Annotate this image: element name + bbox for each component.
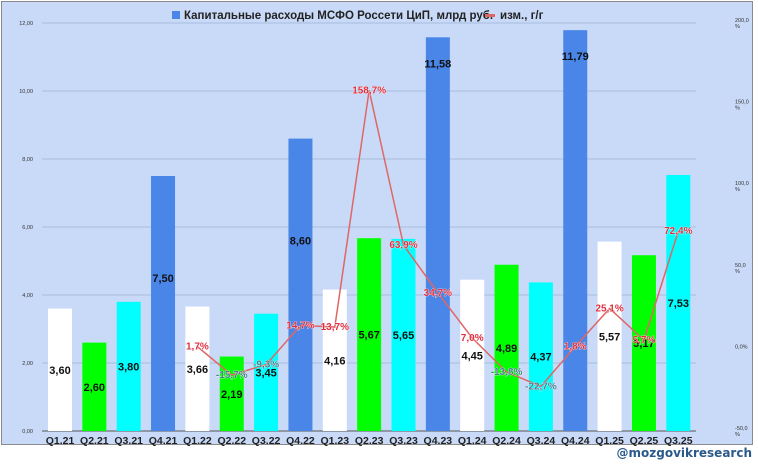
x-tick-label: Q2.24 (492, 435, 521, 447)
legend-bar-swatch-icon (172, 11, 180, 19)
y-right-tick-label: 150,0% (735, 100, 749, 112)
x-tick-label: Q3.21 (114, 435, 143, 447)
y-left-tick-label: 2,00 (22, 361, 33, 367)
bar-value-label: 11,79 (562, 51, 589, 63)
x-tick-label: Q2.22 (217, 435, 246, 447)
yoy-label: 72,4% (664, 226, 692, 237)
bar-Q4.24 (563, 30, 588, 431)
bar-value-label: 4,89 (496, 343, 517, 355)
yoy-label: -22,7% (525, 381, 557, 392)
bar-Q4.22 (288, 138, 313, 431)
bar-value-label: 8,60 (290, 236, 311, 248)
x-tick-label: Q3.25 (664, 435, 693, 447)
x-tick-label: Q4.22 (286, 435, 315, 447)
legend-label-capex: Капитальные расходы МСФО Россети ЦиП, мл… (184, 10, 493, 22)
yoy-label: 1,7% (186, 342, 209, 353)
yoy-label: 158,7% (352, 85, 386, 96)
x-tick-label: Q3.24 (527, 435, 556, 447)
bar-value-label: 4,45 (461, 350, 482, 362)
yoy-label: 14,7% (286, 320, 314, 331)
bar-Q1.23 (322, 289, 347, 431)
bar-value-label: 3,66 (187, 364, 208, 376)
y-left-tick-label: 6,00 (22, 225, 33, 231)
y-right-tick-label: 100,0% (735, 181, 749, 193)
y-right-tick-label: 0,0% (735, 344, 748, 350)
bar-Q2.24 (494, 264, 519, 431)
bar-Q2.25 (631, 255, 656, 431)
bar-value-label: 2,60 (84, 382, 105, 394)
yoy-line (196, 90, 680, 388)
y-right-tick-label: 50,0% (735, 263, 746, 275)
yoy-label: 5,7% (633, 335, 656, 346)
legend-line-swatch-icon (485, 14, 495, 17)
yoy-label: 25,1% (595, 303, 623, 314)
x-tick-label: Q1.24 (458, 435, 487, 447)
yoy-label: -9,3% (253, 360, 279, 371)
yoy-label: 1,8% (564, 341, 587, 352)
bar-value-label: 4,37 (530, 352, 551, 364)
bar-Q4.23 (425, 37, 450, 431)
bar-value-label: 7,53 (668, 298, 689, 310)
bar-value-label: 5,67 (358, 330, 379, 342)
bar-value-label: 3,60 (49, 365, 70, 377)
bar-Q1.21 (48, 308, 72, 431)
x-tick-label: Q4.23 (424, 435, 453, 447)
x-tick-label: Q1.25 (595, 435, 624, 447)
x-tick-label: Q2.25 (630, 435, 659, 447)
bar-value-label: 3,80 (118, 361, 139, 373)
x-tick-label: Q1.21 (46, 435, 75, 447)
bar-Q2.21 (82, 342, 107, 431)
x-tick-label: Q2.23 (355, 435, 384, 447)
bar-value-label: 5,57 (599, 331, 620, 343)
x-tick-label: Q4.21 (149, 435, 178, 447)
y-right-tick-label: 200,0% (735, 18, 749, 30)
x-tick-label: Q3.22 (252, 435, 281, 447)
x-tick-label: Q3.23 (389, 435, 418, 447)
bar-value-label: 5,65 (393, 330, 414, 342)
bar-Q3.23 (391, 238, 416, 431)
yoy-label: -13,8% (491, 367, 523, 378)
yoy-label: -15,7% (216, 370, 248, 381)
x-tick-label: Q4.24 (561, 435, 590, 447)
bar-Q3.22 (254, 313, 279, 431)
bar-Q3.24 (528, 282, 553, 431)
x-tick-label: Q1.23 (320, 435, 349, 447)
bar-value-label: 5,17 (633, 338, 654, 350)
bar-Q3.25 (666, 174, 691, 432)
yoy-label: 34,7% (424, 288, 452, 299)
bar-Q1.24 (460, 279, 485, 431)
bar-value-label: 7,50 (152, 273, 173, 285)
bar-Q4.21 (151, 176, 176, 431)
yoy-label: 7,0% (461, 333, 484, 344)
bar-value-label: 4,16 (324, 355, 345, 367)
y-left-tick-label: 0,00 (22, 429, 33, 435)
y-left-tick-label: 12,00 (19, 21, 33, 27)
y-right-tick-label: -50,0% (735, 426, 748, 438)
yoy-label: 63,9% (389, 240, 417, 251)
watermark: @mozgovikresearch (616, 446, 753, 460)
bar-Q1.22 (185, 306, 210, 431)
bar-value-label: 11,58 (424, 58, 451, 70)
bar-Q2.23 (357, 238, 382, 431)
bar-value-label: 3,45 (255, 367, 276, 379)
y-left-tick-label: 8,00 (22, 157, 33, 163)
y-left-tick-label: 4,00 (22, 293, 33, 299)
legend-label-yoy: изм., г/г (500, 10, 544, 22)
bar-value-label: 2,19 (221, 389, 242, 401)
bar-Q3.21 (116, 301, 141, 431)
bar-Q1.25 (597, 241, 622, 431)
y-left-tick-label: 10,00 (19, 89, 33, 95)
x-tick-label: Q1.22 (183, 435, 212, 447)
x-tick-label: Q2.21 (80, 435, 109, 447)
yoy-label: 13,7% (321, 322, 349, 333)
